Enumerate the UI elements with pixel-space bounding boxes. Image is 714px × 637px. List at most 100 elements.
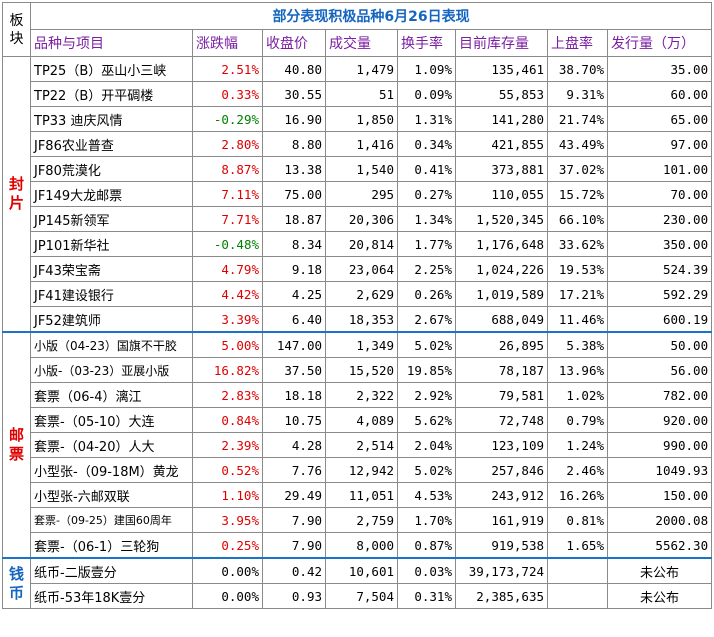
item-name: JF149大龙邮票 (30, 181, 193, 207)
listing-rate-cell: 15.72% (547, 181, 608, 207)
header-name: 品种与项目 (30, 29, 193, 57)
volume-cell: 20,306 (325, 206, 398, 232)
volume-cell: 23,064 (325, 256, 398, 282)
change-cell: 3.95% (192, 507, 263, 533)
volume-cell: 2,759 (325, 507, 398, 533)
listing-rate-cell: 2.46% (547, 457, 608, 483)
table-row: 套票-（05-10）大连 0.84% 10.75 4,089 5.62% 72,748 0.… (3, 407, 713, 433)
item-name: JP101新华社 (30, 231, 193, 257)
issue-cell: 未公布 (606, 557, 713, 584)
stock-cell: 1,024,226 (455, 256, 548, 282)
listing-rate-cell: 11.46% (547, 306, 608, 333)
turnover-cell: 2.04% (397, 432, 456, 458)
close-price-cell: 7.90 (262, 532, 326, 559)
listing-rate-cell: 1.65% (547, 532, 608, 559)
close-price-cell: 4.28 (262, 432, 326, 458)
close-price-cell: 0.93 (262, 583, 326, 609)
change-cell: -0.29% (192, 106, 263, 132)
issue-cell: 1049.93 (606, 457, 713, 483)
header-issue: 发行量（万） (606, 29, 713, 57)
item-name: 小版（04-23）国旗不干胶 (30, 331, 193, 358)
close-price-cell: 16.90 (262, 106, 326, 132)
close-price-cell: 9.18 (262, 256, 326, 282)
volume-cell: 12,942 (325, 457, 398, 483)
volume-cell: 2,322 (325, 382, 398, 408)
volume-cell: 4,089 (325, 407, 398, 433)
table-row: JF52建筑师 3.39% 6.40 18,353 2.67% 688,049 11.46%… (3, 306, 713, 333)
close-price-cell: 7.90 (262, 507, 326, 533)
volume-cell: 295 (325, 181, 398, 207)
turnover-cell: 0.09% (397, 81, 456, 107)
stock-cell: 39,173,724 (455, 557, 548, 584)
change-cell: 2.39% (192, 432, 263, 458)
change-cell: 0.33% (192, 81, 263, 107)
item-name: 套票-（05-10）大连 (30, 407, 193, 433)
volume-cell: 2,629 (325, 281, 398, 307)
turnover-cell: 5.62% (397, 407, 456, 433)
table-row: 套票-（04-20）人大 2.39% 4.28 2,514 2.04% 123,109 1.… (3, 432, 713, 458)
stock-cell: 257,846 (455, 457, 548, 483)
change-cell: 0.00% (192, 583, 263, 609)
item-name: JF80荒漠化 (30, 156, 193, 182)
turnover-cell: 5.02% (397, 331, 456, 358)
stock-cell: 919,538 (455, 532, 548, 559)
volume-cell: 11,051 (325, 482, 398, 508)
item-name: TP25（B）巫山小三峡 (30, 56, 193, 82)
stock-cell: 26,895 (455, 331, 548, 358)
close-price-cell: 13.38 (262, 156, 326, 182)
change-cell: 4.79% (192, 256, 263, 282)
issue-cell: 600.19 (606, 306, 713, 333)
turnover-cell: 5.02% (397, 457, 456, 483)
close-price-cell: 8.34 (262, 231, 326, 257)
turnover-cell: 2.67% (397, 306, 456, 333)
listing-rate-cell: 0.81% (547, 507, 608, 533)
table-row: 套票-（06-1）三轮狗 0.25% 7.90 8,000 0.87% 919,538 1.… (3, 532, 713, 559)
change-cell: 3.39% (192, 306, 263, 333)
issue-cell: 5562.30 (606, 532, 713, 559)
change-cell: 2.51% (192, 56, 263, 82)
listing-rate-cell: 33.62% (547, 231, 608, 257)
listing-rate-cell: 16.26% (547, 482, 608, 508)
stock-cell: 243,912 (455, 482, 548, 508)
table-row: 套票（06-4）漓江 2.83% 18.18 2,322 2.92% 79,581 1.02… (3, 382, 713, 408)
stock-cell: 78,187 (455, 357, 548, 383)
section-sealed-covers-label: 封片 (2, 56, 31, 333)
stock-cell: 1,176,648 (455, 231, 548, 257)
item-name: 纸币-二版壹分 (30, 557, 193, 584)
section-label-char: 片 (8, 194, 24, 212)
stock-cell: 135,461 (455, 56, 548, 82)
close-price-cell: 18.87 (262, 206, 326, 232)
item-name: JF52建筑师 (30, 306, 193, 333)
issue-cell: 230.00 (606, 206, 713, 232)
section-label-char: 币 (8, 583, 24, 602)
issue-cell: 920.00 (606, 407, 713, 433)
change-cell: -0.48% (192, 231, 263, 257)
volume-cell: 18,353 (325, 306, 398, 333)
stock-cell: 688,049 (455, 306, 548, 333)
change-cell: 16.82% (192, 357, 263, 383)
issue-cell: 150.00 (606, 482, 713, 508)
issue-cell: 未公布 (606, 583, 713, 609)
section-label-char: 邮 (8, 426, 24, 444)
item-name: JF86农业普查 (30, 131, 193, 157)
corner-label-1: 板 (9, 12, 24, 29)
change-cell: 0.00% (192, 557, 263, 584)
issue-cell: 56.00 (606, 357, 713, 383)
turnover-cell: 0.87% (397, 532, 456, 559)
close-price-cell: 0.42 (262, 557, 326, 584)
header-row: 品种与项目 涨跌幅 收盘价 成交量 换手率 目前库存量 上盘率 发行量（万） (3, 29, 713, 57)
item-name: JF43荣宝斋 (30, 256, 193, 282)
listing-rate-cell (547, 557, 608, 584)
change-cell: 0.25% (192, 532, 263, 559)
table-row: JP145新领军 7.71% 18.87 20,306 1.34% 1,520,345 66… (3, 206, 713, 232)
item-name: 套票-（09-25）建国60周年 (30, 507, 193, 533)
change-cell: 2.83% (192, 382, 263, 408)
change-cell: 1.10% (192, 482, 263, 508)
volume-cell: 1,540 (325, 156, 398, 182)
table-row: 套票-（09-25）建国60周年 3.95% 7.90 2,759 1.70% 161,9… (3, 507, 713, 533)
close-price-cell: 7.76 (262, 457, 326, 483)
turnover-cell: 1.31% (397, 106, 456, 132)
item-name: 套票-（06-1）三轮狗 (30, 532, 193, 559)
table-row: TP22（B）开平碉楼 0.33% 30.55 51 0.09% 55,853 9.31% 6… (3, 81, 713, 107)
volume-cell: 8,000 (325, 532, 398, 559)
